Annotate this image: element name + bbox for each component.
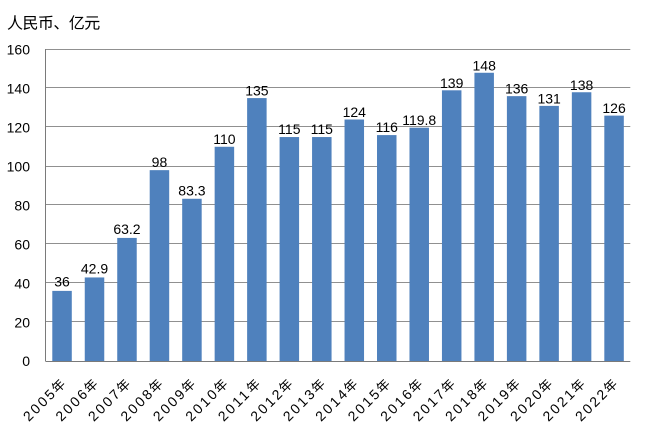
svg-text:0: 0: [22, 353, 30, 369]
svg-text:42.9: 42.9: [81, 260, 108, 276]
svg-text:63.2: 63.2: [113, 221, 140, 237]
svg-text:36: 36: [54, 274, 70, 290]
svg-text:131: 131: [537, 90, 561, 106]
svg-text:124: 124: [343, 104, 367, 120]
svg-text:148: 148: [473, 58, 497, 74]
svg-text:40: 40: [14, 275, 30, 291]
svg-text:115: 115: [278, 121, 301, 137]
svg-text:98: 98: [152, 154, 168, 170]
svg-text:138: 138: [570, 77, 594, 93]
svg-text:120: 120: [7, 120, 31, 136]
svg-text:139: 139: [440, 75, 464, 91]
svg-text:135: 135: [245, 83, 269, 99]
svg-text:20: 20: [14, 314, 30, 330]
svg-text:136: 136: [505, 81, 529, 97]
svg-text:126: 126: [602, 100, 626, 116]
svg-text:115: 115: [311, 121, 334, 137]
svg-text:60: 60: [14, 236, 30, 252]
svg-text:110: 110: [213, 131, 236, 147]
svg-text:80: 80: [14, 197, 30, 213]
svg-text:100: 100: [7, 158, 31, 174]
svg-text:160: 160: [7, 42, 31, 58]
svg-text:119.8: 119.8: [402, 112, 436, 128]
svg-text:83.3: 83.3: [178, 182, 205, 198]
svg-text:116: 116: [376, 119, 399, 135]
svg-text:140: 140: [7, 81, 31, 97]
